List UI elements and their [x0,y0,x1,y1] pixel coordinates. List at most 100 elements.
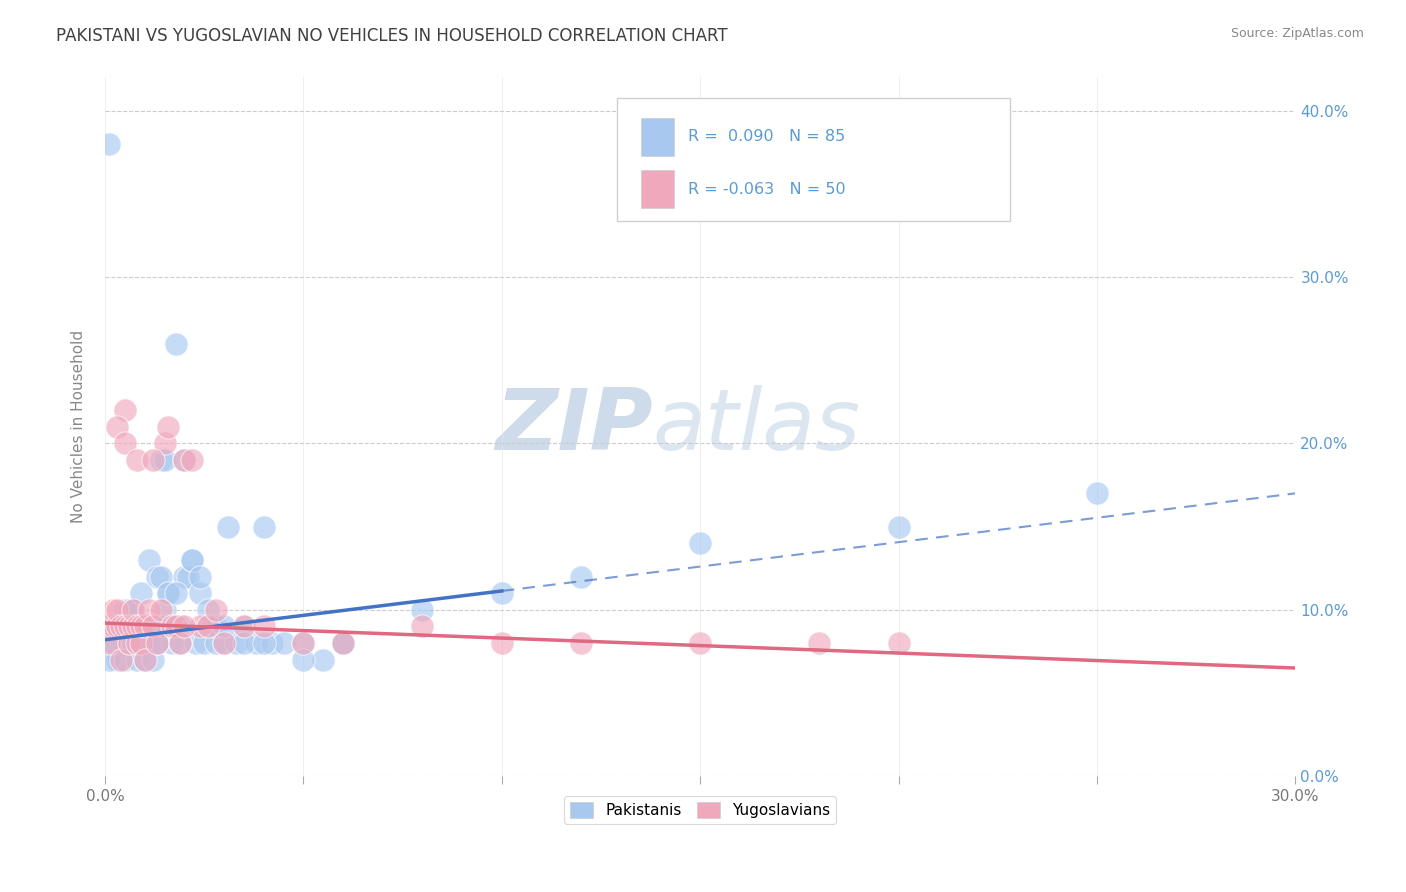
Point [491,636,513,650]
Point [260,636,283,650]
Point [153,619,176,633]
Point [292,636,315,650]
Point [105,619,128,633]
Point [332,636,354,650]
Point [181,553,204,567]
Point [114,403,136,417]
Point [162,636,184,650]
Point [169,636,191,650]
Point [212,619,235,633]
Text: R =  0.090   N = 85: R = 0.090 N = 85 [689,129,845,145]
Point [232,619,254,633]
Point [125,619,148,633]
Point [145,636,167,650]
Point [145,636,167,650]
Point [205,619,228,633]
Point [121,603,143,617]
Point [217,519,239,533]
Point [411,619,433,633]
Point [253,619,276,633]
Point [181,553,204,567]
Point [153,453,176,467]
Point [491,586,513,600]
FancyBboxPatch shape [617,98,1010,220]
Point [205,603,228,617]
Point [689,536,711,550]
Point [97,136,120,151]
Point [114,603,136,617]
Point [212,636,235,650]
Point [232,636,254,650]
Point [138,619,160,633]
Point [101,619,124,633]
Point [188,569,211,583]
Point [118,636,141,650]
Point [142,453,165,467]
Point [887,636,910,650]
Point [114,619,136,633]
Point [169,619,191,633]
Point [225,636,247,650]
Point [118,636,141,650]
Point [162,619,184,633]
Point [105,653,128,667]
Point [110,619,132,633]
Point [212,636,235,650]
Point [153,603,176,617]
Point [253,519,276,533]
Point [97,653,120,667]
Point [134,636,156,650]
Point [134,653,156,667]
Point [173,453,195,467]
Point [125,653,148,667]
Point [186,636,208,650]
Point [138,603,160,617]
Point [181,453,204,467]
Point [157,419,180,434]
Text: PAKISTANI VS YUGOSLAVIAN NO VEHICLES IN HOUSEHOLD CORRELATION CHART: PAKISTANI VS YUGOSLAVIAN NO VEHICLES IN … [56,27,728,45]
Point [808,636,831,650]
Point [332,636,354,650]
Point [114,619,136,633]
Point [149,569,172,583]
Point [110,653,132,667]
Point [193,636,215,650]
Point [121,603,143,617]
Point [569,636,592,650]
Point [569,569,592,583]
Point [114,653,136,667]
Point [97,636,120,650]
Point [142,653,165,667]
Point [689,636,711,650]
Point [197,619,219,633]
Point [165,336,187,351]
Point [197,619,219,633]
Point [118,619,141,633]
Text: R = -0.063   N = 50: R = -0.063 N = 50 [689,182,846,197]
Point [173,619,195,633]
Point [118,636,141,650]
Point [125,453,148,467]
Point [110,619,132,633]
Point [153,436,176,450]
Point [169,636,191,650]
Point [232,619,254,633]
Point [149,603,172,617]
Point [157,586,180,600]
Point [105,636,128,650]
Point [197,603,219,617]
Point [188,619,211,633]
Point [134,619,156,633]
Point [157,586,180,600]
Legend: Pakistanis, Yugoslavians: Pakistanis, Yugoslavians [564,797,837,824]
Point [887,519,910,533]
Point [253,636,276,650]
Point [129,619,152,633]
Point [245,636,267,650]
Point [138,553,160,567]
Point [101,619,124,633]
Point [165,586,187,600]
FancyBboxPatch shape [641,118,673,156]
Point [165,619,187,633]
Point [149,453,172,467]
